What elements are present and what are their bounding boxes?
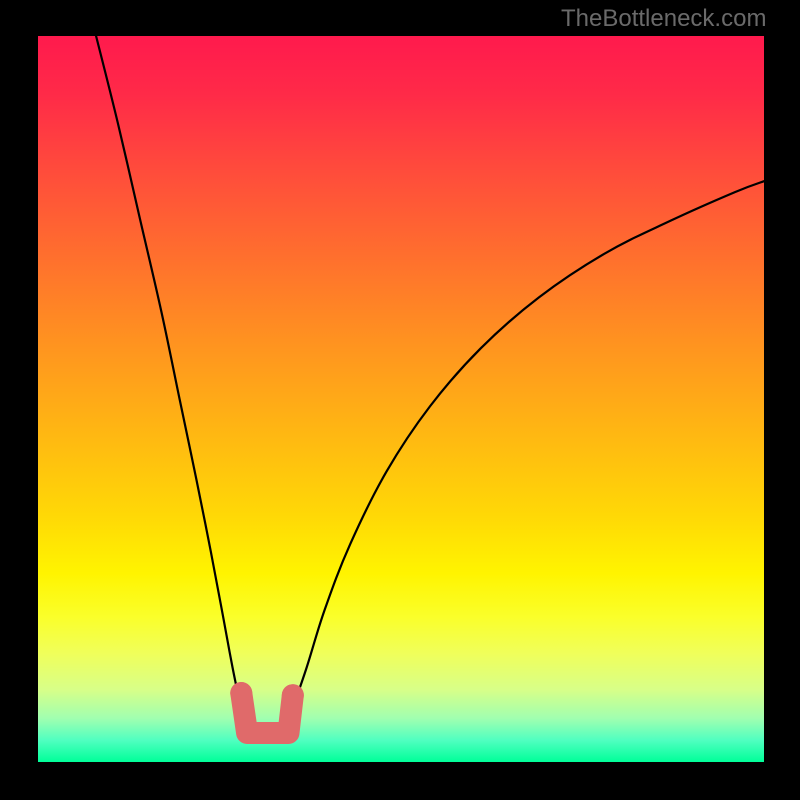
chart-container: TheBottleneck.com	[0, 0, 800, 800]
watermark-text: TheBottleneck.com	[561, 5, 766, 33]
plot-area	[38, 36, 764, 762]
chart-svg	[38, 36, 764, 762]
gradient-background	[38, 36, 764, 762]
